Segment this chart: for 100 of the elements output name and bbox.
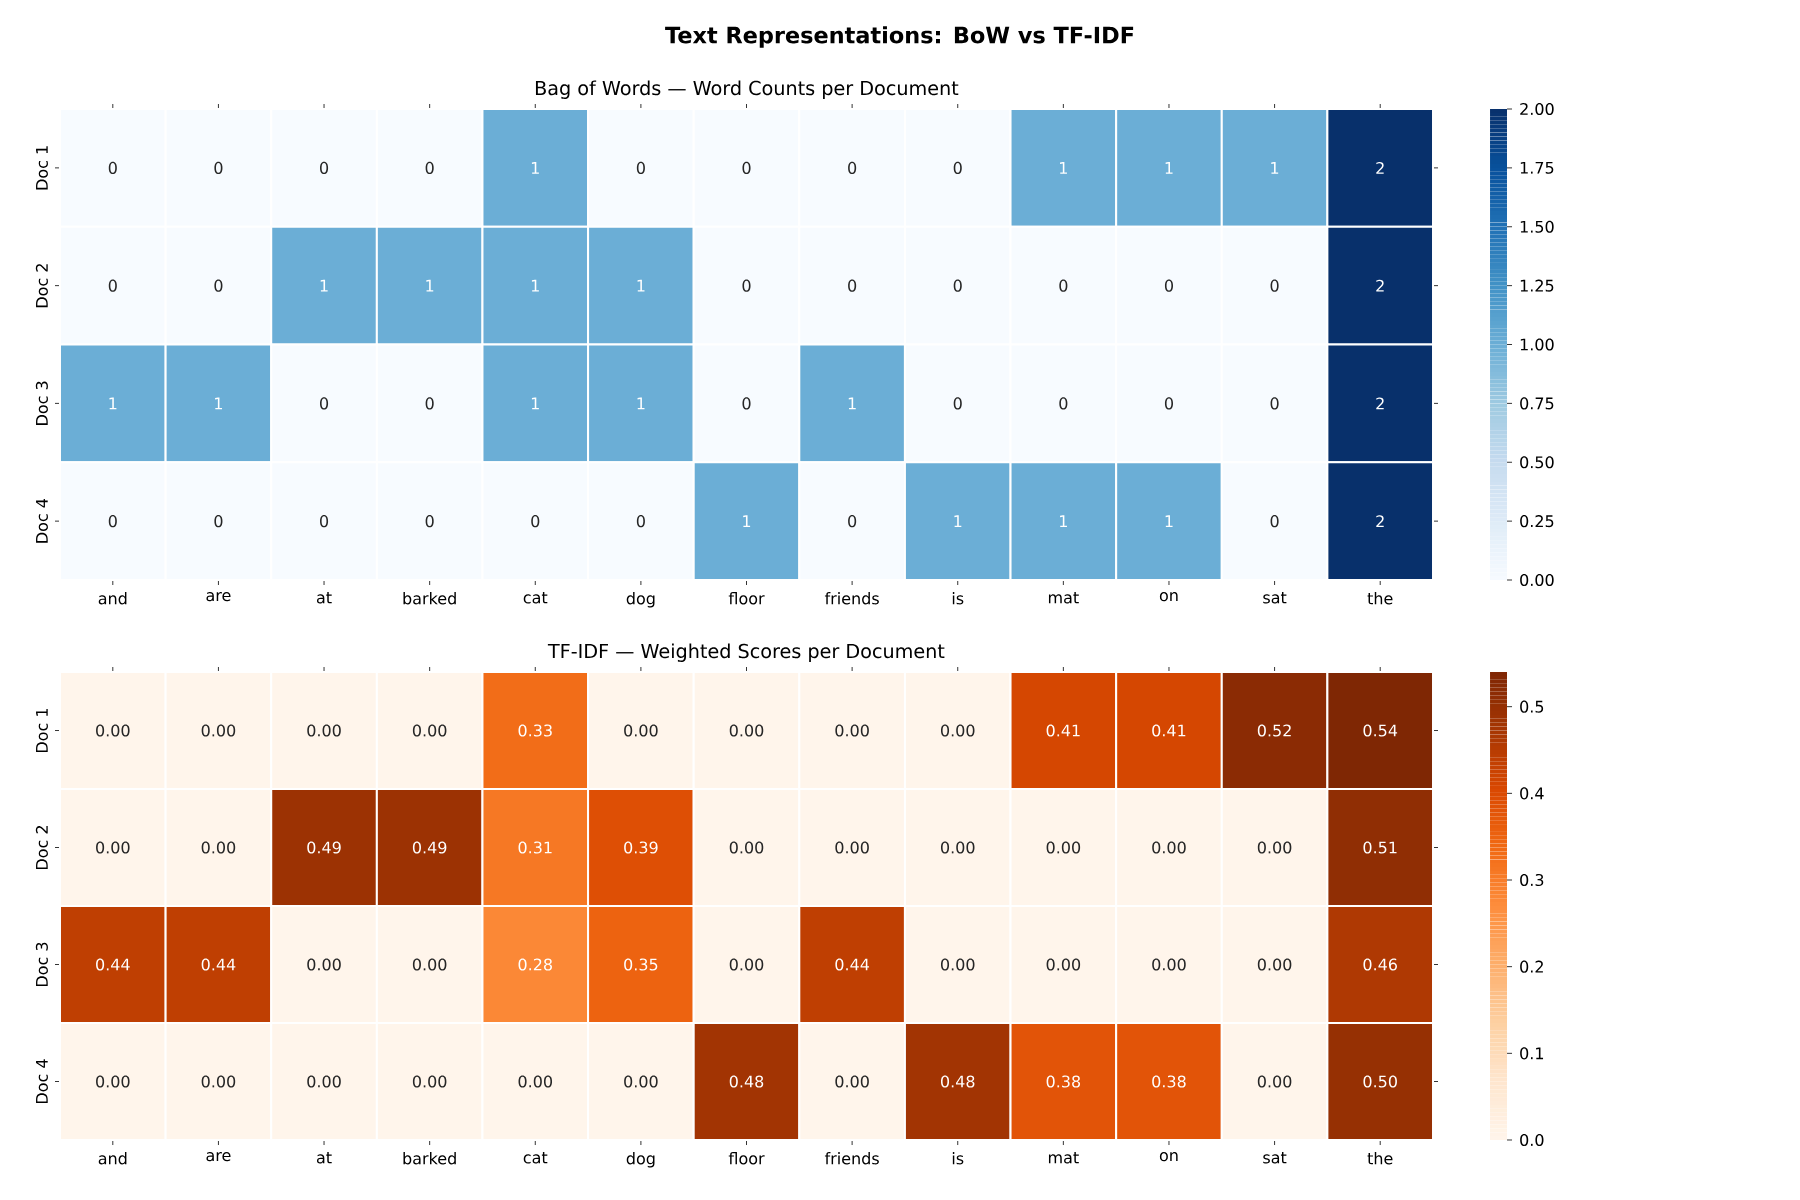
data-label: 0 xyxy=(953,397,962,410)
data-label: 0.49 xyxy=(412,841,447,854)
data-label: 0 xyxy=(1059,397,1068,410)
data-label: 0 xyxy=(108,279,117,292)
data-label: 0 xyxy=(108,515,117,528)
color-bar-label: 0.4 xyxy=(1520,787,1544,800)
data-label: 2 xyxy=(1376,397,1384,410)
x-tick-label: at xyxy=(316,592,332,604)
x-tick-label: and xyxy=(98,592,127,605)
x-tick-label: cat xyxy=(523,592,548,604)
data-label: 0 xyxy=(1270,279,1279,292)
data-label: 0.00 xyxy=(96,724,130,737)
color-bar-label: 0.00 xyxy=(1520,573,1554,587)
data-label: 0.00 xyxy=(518,1075,553,1088)
data-label: 1 xyxy=(531,279,539,292)
data-label: 1 xyxy=(215,397,223,410)
x-tick-label: mat xyxy=(1048,592,1079,604)
data-label: 0.00 xyxy=(201,724,236,737)
data-label: 0 xyxy=(425,397,434,410)
data-label: 0 xyxy=(1164,279,1174,292)
data-label: 0.48 xyxy=(729,1075,764,1088)
color-bar-label: 1.50 xyxy=(1520,220,1554,233)
color-bar-label: 1.00 xyxy=(1520,338,1554,351)
data-label: 0.00 xyxy=(412,958,447,971)
x-tick-label: is xyxy=(952,592,964,605)
y-tick-label: Doc 4 xyxy=(36,498,48,543)
x-tick-label: cat xyxy=(523,1152,548,1164)
data-label: 0.00 xyxy=(940,958,975,971)
data-label: 1 xyxy=(848,397,856,410)
data-label: 0.51 xyxy=(1363,841,1397,854)
data-label: 0.00 xyxy=(1257,841,1292,854)
y-tick-label: Doc 2 xyxy=(35,264,48,308)
data-label: 0.35 xyxy=(624,958,658,971)
data-label: 0 xyxy=(848,515,857,528)
data-label: 0.50 xyxy=(1363,1075,1397,1088)
x-tick-label: barked xyxy=(403,592,456,605)
data-label: 0.00 xyxy=(1152,841,1186,854)
y-tick-label: Doc 2 xyxy=(35,826,48,870)
color-bar-label: 0.25 xyxy=(1520,515,1554,528)
data-label: 0 xyxy=(636,515,645,528)
data-label: 0.00 xyxy=(96,1075,130,1088)
data-label: 0.00 xyxy=(201,1075,236,1088)
data-label: 0.00 xyxy=(835,841,869,854)
data-label: 0 xyxy=(1059,279,1068,292)
data-label: 0 xyxy=(108,161,117,174)
data-label: 0.00 xyxy=(412,724,447,737)
data-label: 1 xyxy=(1165,162,1173,174)
data-label: 0.49 xyxy=(307,841,341,854)
y-tick-label: Doc 3 xyxy=(35,381,48,425)
x-tick-label: floor xyxy=(728,1152,765,1165)
data-label: 0.31 xyxy=(518,841,552,854)
y-tick-label: Doc 1 xyxy=(36,146,48,190)
data-label: 0.00 xyxy=(412,1075,447,1088)
color-bar-label: 1.25 xyxy=(1520,279,1554,292)
data-label: 0 xyxy=(742,161,751,174)
x-tick-label: is xyxy=(952,1152,964,1165)
data-label: 1 xyxy=(743,515,751,527)
chart-subtitle: Bag of Words — Word Counts per Document xyxy=(535,80,959,99)
data-label: 0.52 xyxy=(1257,724,1291,737)
data-label: 0.00 xyxy=(307,958,341,971)
data-label: 0.00 xyxy=(96,841,130,854)
data-label: 1 xyxy=(1271,162,1279,174)
x-tick-label: friends xyxy=(824,592,879,605)
data-label: 0.00 xyxy=(307,1075,341,1088)
data-label: 1 xyxy=(637,397,645,410)
color-bar-label: 0.2 xyxy=(1520,960,1543,973)
data-label: 0.00 xyxy=(624,724,658,737)
data-label: 0 xyxy=(214,279,223,292)
y-tick-label: Doc 4 xyxy=(36,1059,48,1104)
data-label: 0 xyxy=(953,161,962,174)
data-label: 0.39 xyxy=(624,841,658,854)
x-tick-label: on xyxy=(1159,1152,1178,1162)
data-label: 0.00 xyxy=(1046,958,1081,971)
x-tick-label: are xyxy=(206,592,231,602)
data-label: 0.00 xyxy=(1257,1075,1292,1088)
data-label: 0 xyxy=(320,161,329,174)
data-label: 1 xyxy=(531,162,539,174)
data-label: 0 xyxy=(214,161,223,174)
data-label: 1 xyxy=(320,279,328,292)
data-label: 0 xyxy=(848,161,857,174)
data-label: 0.44 xyxy=(96,958,130,971)
data-label: 2 xyxy=(1376,279,1384,292)
data-label: 0.28 xyxy=(518,958,552,971)
data-label: 1 xyxy=(954,515,962,527)
x-tick-label: at xyxy=(316,1152,332,1164)
data-label: 0.00 xyxy=(1257,958,1292,971)
data-label: 1 xyxy=(1060,515,1067,527)
data-label: 0 xyxy=(531,515,540,528)
color-bar-label: 0.5 xyxy=(1520,700,1544,713)
data-label: 0.00 xyxy=(1046,841,1081,854)
y-tick-label: Doc 1 xyxy=(36,708,48,753)
x-tick-label: sat xyxy=(1263,1152,1287,1164)
data-label: 0 xyxy=(953,279,962,292)
data-label: 0.00 xyxy=(835,1075,869,1088)
data-label: 1 xyxy=(1060,162,1067,174)
data-label: 0.38 xyxy=(1152,1075,1186,1088)
y-tick-label: Doc 3 xyxy=(35,942,48,987)
data-label: 0 xyxy=(1164,397,1174,410)
data-label: 0.38 xyxy=(1046,1075,1081,1088)
data-label: 0.00 xyxy=(729,841,764,854)
